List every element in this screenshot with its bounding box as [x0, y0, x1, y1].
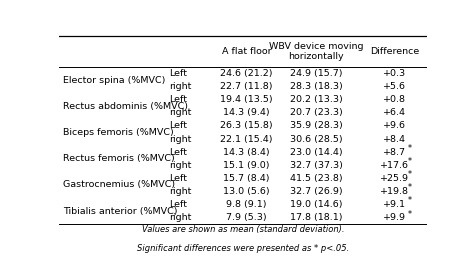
Text: 23.0 (14.4): 23.0 (14.4) — [290, 148, 343, 157]
Text: Left: Left — [169, 200, 187, 209]
Text: 13.0 (5.6): 13.0 (5.6) — [223, 187, 270, 196]
Text: right: right — [169, 213, 192, 222]
Text: Left: Left — [169, 69, 187, 78]
Text: 22.1 (15.4): 22.1 (15.4) — [220, 135, 273, 144]
Text: Difference: Difference — [370, 47, 419, 56]
Text: 20.7 (23.3): 20.7 (23.3) — [290, 108, 343, 117]
Text: 19.0 (14.6): 19.0 (14.6) — [290, 200, 343, 209]
Text: +5.6: +5.6 — [383, 82, 406, 91]
Text: *: * — [408, 183, 412, 192]
Text: 20.2 (13.3): 20.2 (13.3) — [290, 95, 343, 104]
Text: Values are shown as mean (standard deviation).: Values are shown as mean (standard devia… — [142, 225, 344, 234]
Text: +8.7: +8.7 — [383, 148, 406, 157]
Text: A flat floor: A flat floor — [222, 47, 272, 56]
Text: *: * — [408, 210, 412, 219]
Text: 41.5 (23.8): 41.5 (23.8) — [290, 174, 343, 183]
Text: +0.8: +0.8 — [383, 95, 406, 104]
Text: +17.6: +17.6 — [380, 161, 409, 170]
Text: right: right — [169, 187, 192, 196]
Text: 22.7 (11.8): 22.7 (11.8) — [220, 82, 273, 91]
Text: right: right — [169, 161, 192, 170]
Text: 14.3 (9.4): 14.3 (9.4) — [223, 108, 270, 117]
Text: Rectus femoris (%MVC): Rectus femoris (%MVC) — [63, 154, 175, 163]
Text: 35.9 (28.3): 35.9 (28.3) — [290, 121, 343, 131]
Text: +9.1: +9.1 — [383, 200, 406, 209]
Text: 24.6 (21.2): 24.6 (21.2) — [220, 69, 273, 78]
Text: 14.3 (8.4): 14.3 (8.4) — [223, 148, 270, 157]
Text: +19.8: +19.8 — [380, 187, 409, 196]
Text: 30.6 (28.5): 30.6 (28.5) — [290, 135, 343, 144]
Text: Rectus abdominis (%MVC): Rectus abdominis (%MVC) — [63, 102, 188, 111]
Text: 28.3 (18.3): 28.3 (18.3) — [290, 82, 343, 91]
Text: right: right — [169, 108, 192, 117]
Text: +6.4: +6.4 — [383, 108, 406, 117]
Text: Gastrocnemius (%MVC): Gastrocnemius (%MVC) — [63, 180, 175, 190]
Text: 24.9 (15.7): 24.9 (15.7) — [290, 69, 343, 78]
Text: WBV device moving
horizontally: WBV device moving horizontally — [269, 42, 364, 61]
Text: Left: Left — [169, 174, 187, 183]
Text: Left: Left — [169, 148, 187, 157]
Text: *: * — [408, 144, 412, 153]
Text: right: right — [169, 82, 192, 91]
Text: right: right — [169, 135, 192, 144]
Text: 15.7 (8.4): 15.7 (8.4) — [223, 174, 270, 183]
Text: Biceps femoris (%MVC): Biceps femoris (%MVC) — [63, 128, 173, 137]
Text: +25.9: +25.9 — [380, 174, 409, 183]
Text: Significant differences were presented as * p<.05.: Significant differences were presented a… — [137, 244, 349, 253]
Text: 26.3 (15.8): 26.3 (15.8) — [220, 121, 273, 131]
Text: 32.7 (37.3): 32.7 (37.3) — [290, 161, 343, 170]
Text: +9.9: +9.9 — [383, 213, 406, 222]
Text: +9.6: +9.6 — [383, 121, 406, 131]
Text: 17.8 (18.1): 17.8 (18.1) — [290, 213, 343, 222]
Text: Left: Left — [169, 95, 187, 104]
Text: Elector spina (%MVC): Elector spina (%MVC) — [63, 76, 165, 85]
Text: 19.4 (13.5): 19.4 (13.5) — [220, 95, 273, 104]
Text: 7.9 (5.3): 7.9 (5.3) — [226, 213, 267, 222]
Text: 15.1 (9.0): 15.1 (9.0) — [223, 161, 270, 170]
Text: +0.3: +0.3 — [383, 69, 406, 78]
Text: *: * — [408, 157, 412, 166]
Text: Tibialis anterior (%MVC): Tibialis anterior (%MVC) — [63, 207, 177, 216]
Text: 9.8 (9.1): 9.8 (9.1) — [227, 200, 267, 209]
Text: 32.7 (26.9): 32.7 (26.9) — [290, 187, 343, 196]
Text: *: * — [408, 197, 412, 205]
Text: +8.4: +8.4 — [383, 135, 406, 144]
Text: Left: Left — [169, 121, 187, 131]
Text: *: * — [408, 170, 412, 179]
